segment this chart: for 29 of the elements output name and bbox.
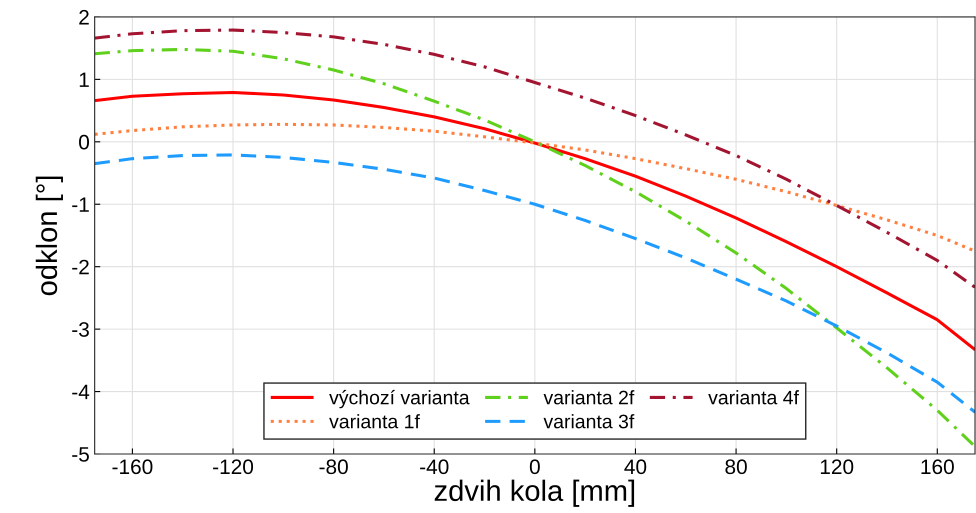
line-series xyxy=(94,90,976,352)
y-tick-label: -4 xyxy=(72,384,90,400)
y-tick-label: 0 xyxy=(79,134,89,150)
x-tick-label: 0 xyxy=(530,459,540,474)
x-tick-label: 120 xyxy=(820,459,854,474)
y-tick-label: -5 xyxy=(72,447,89,462)
y-tick-label: -1 xyxy=(72,197,89,212)
x-tick-label: 160 xyxy=(922,459,954,474)
y-tick-label: 1 xyxy=(80,72,89,87)
x-tick-label: -40 xyxy=(420,459,448,474)
line-series xyxy=(94,28,976,289)
x-tick-label: -120 xyxy=(213,459,254,474)
y-tick-label: -2 xyxy=(72,260,89,274)
legend-label: varianta 3f xyxy=(544,414,634,428)
legend-label: varianta 1f xyxy=(329,414,420,428)
x-axis-title: zdvih kola [mm] xyxy=(434,480,634,507)
x-tick-label: 80 xyxy=(725,459,747,474)
legend-label: výchozí varianta xyxy=(329,390,470,408)
legend-label: varianta 4f xyxy=(708,390,799,404)
line-series xyxy=(94,153,976,414)
x-tick-label: -80 xyxy=(319,459,348,474)
x-tick-label: -160 xyxy=(112,459,152,474)
y-axis-title: odklon [°] xyxy=(36,176,63,296)
line-series xyxy=(94,48,976,448)
y-tick-label: 2 xyxy=(79,10,89,24)
x-tick-label: 40 xyxy=(624,459,646,474)
y-tick-label: -3 xyxy=(72,322,89,337)
legend-label: varianta 2f xyxy=(544,390,634,404)
line-series xyxy=(94,122,976,253)
